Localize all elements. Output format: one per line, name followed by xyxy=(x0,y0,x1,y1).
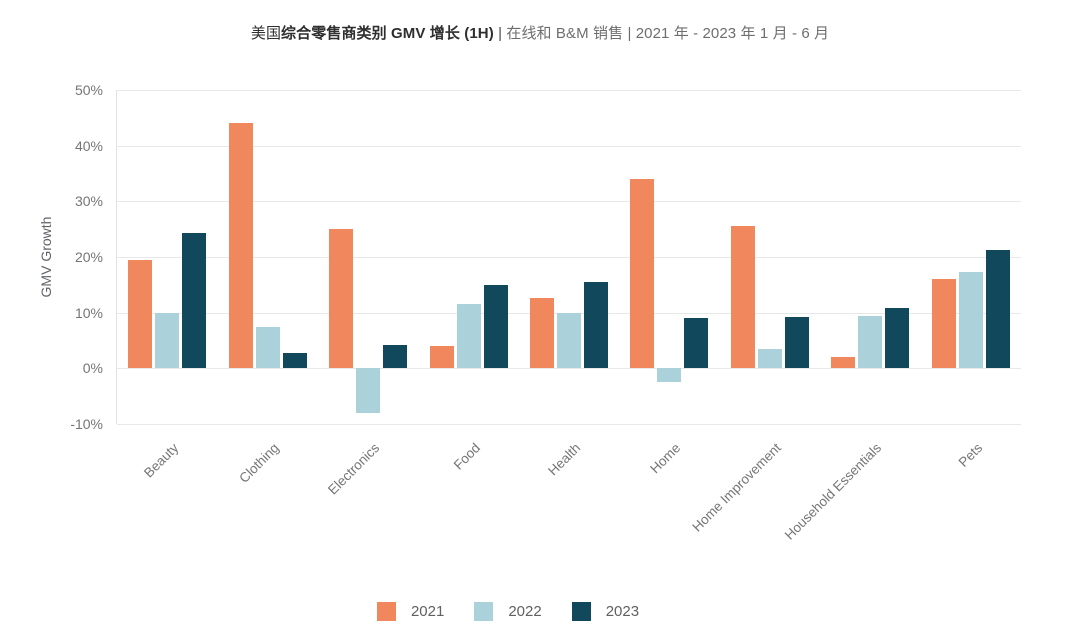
x-axis-label-clothing: Clothing xyxy=(236,440,283,486)
bar-2022-beauty xyxy=(155,312,180,369)
x-axis-label-food: Food xyxy=(450,440,483,473)
bar-2022-home-improvement xyxy=(757,348,782,369)
y-tick-label-30: 30% xyxy=(74,193,103,210)
bar-2023-home xyxy=(684,318,709,369)
y-axis-tick-labels: 50% 40% 30% 20% 10% 0% -10% xyxy=(0,0,103,637)
legend-label-2021: 2021 xyxy=(410,603,445,620)
bar-2021-food xyxy=(429,346,454,369)
bar-2021-beauty xyxy=(128,259,153,369)
bar-2021-health xyxy=(530,297,554,369)
x-axis-label-household-essentials: Household Essentials xyxy=(782,440,885,543)
bar-2022-electronics xyxy=(356,368,381,413)
bar-2022-household-essentials xyxy=(858,315,883,369)
bar-2021-home xyxy=(630,179,655,369)
legend-item-2023: 2023 xyxy=(571,602,640,621)
bar-2021-household-essentials xyxy=(831,357,856,369)
gridline--10 xyxy=(117,424,1021,425)
x-axis-label-home: Home xyxy=(647,440,684,477)
x-axis-label-health: Health xyxy=(545,440,584,479)
bar-2023-home-improvement xyxy=(784,317,809,369)
bar-2021-home-improvement xyxy=(730,226,755,369)
x-axis-label-beauty: Beauty xyxy=(141,440,182,481)
gridline-40 xyxy=(117,145,1021,147)
title-prefix: 美国 xyxy=(250,25,282,42)
plot-area xyxy=(116,90,1021,425)
chart-title: 美国综合零售商类别 GMV 增长 (1H) | 在线和 B&M 销售 | 202… xyxy=(0,22,1080,43)
bar-2022-home xyxy=(657,368,682,383)
legend-swatch-2023 xyxy=(571,602,591,621)
legend-item-2021: 2021 xyxy=(376,602,445,621)
bar-2023-clothing xyxy=(282,352,307,369)
legend-swatch-2021 xyxy=(376,602,396,621)
legend-label-2022: 2022 xyxy=(508,603,542,620)
bar-2021-pets xyxy=(931,279,956,369)
x-axis-labels: Beauty Clothing Electronics Food Health Home H… xyxy=(116,424,1020,594)
bar-2021-clothing xyxy=(228,123,253,369)
gridline-20 xyxy=(117,257,1021,258)
y-tick-label-40: 40% xyxy=(74,137,103,154)
gridline-0 xyxy=(117,368,1021,370)
y-tick-label-50: 50% xyxy=(74,82,103,98)
legend-item-2022: 2022 xyxy=(474,602,542,621)
bar-2021-electronics xyxy=(329,229,354,369)
bar-2022-clothing xyxy=(255,326,280,369)
bar-2022-health xyxy=(557,312,581,369)
bar-2023-health xyxy=(584,282,608,369)
y-tick-label-0: 0% xyxy=(82,360,103,377)
legend-swatch-2022 xyxy=(474,602,494,621)
y-tick-label-10: 10% xyxy=(74,304,103,321)
legend-label-2023: 2023 xyxy=(605,603,640,620)
bar-2023-electronics xyxy=(383,345,408,369)
bar-2022-food xyxy=(456,304,481,369)
title-subtitle: 在线和 B&M 销售 | 2021 年 - 2023 年 1 月 - 6 月 xyxy=(506,25,830,42)
bar-2023-food xyxy=(483,284,508,369)
y-tick-label-20: 20% xyxy=(74,249,103,265)
title-separator: | xyxy=(493,25,507,42)
x-axis-label-home-improvement: Home Improvement xyxy=(689,440,785,535)
y-tick-label--10: -10% xyxy=(70,416,103,432)
bar-2023-beauty xyxy=(182,233,207,369)
title-main: 综合零售商类别 GMV 增长 (1H) xyxy=(281,25,494,42)
legend: 2021 2022 2023 xyxy=(0,602,1048,621)
x-axis-label-pets: Pets xyxy=(955,440,986,470)
x-axis-label-electronics: Electronics xyxy=(325,440,383,498)
bar-2022-pets xyxy=(958,272,983,369)
bar-2023-pets xyxy=(985,249,1010,369)
bar-2023-household-essentials xyxy=(885,308,910,369)
gridline-50 xyxy=(117,90,1021,91)
gridline-30 xyxy=(117,201,1021,203)
